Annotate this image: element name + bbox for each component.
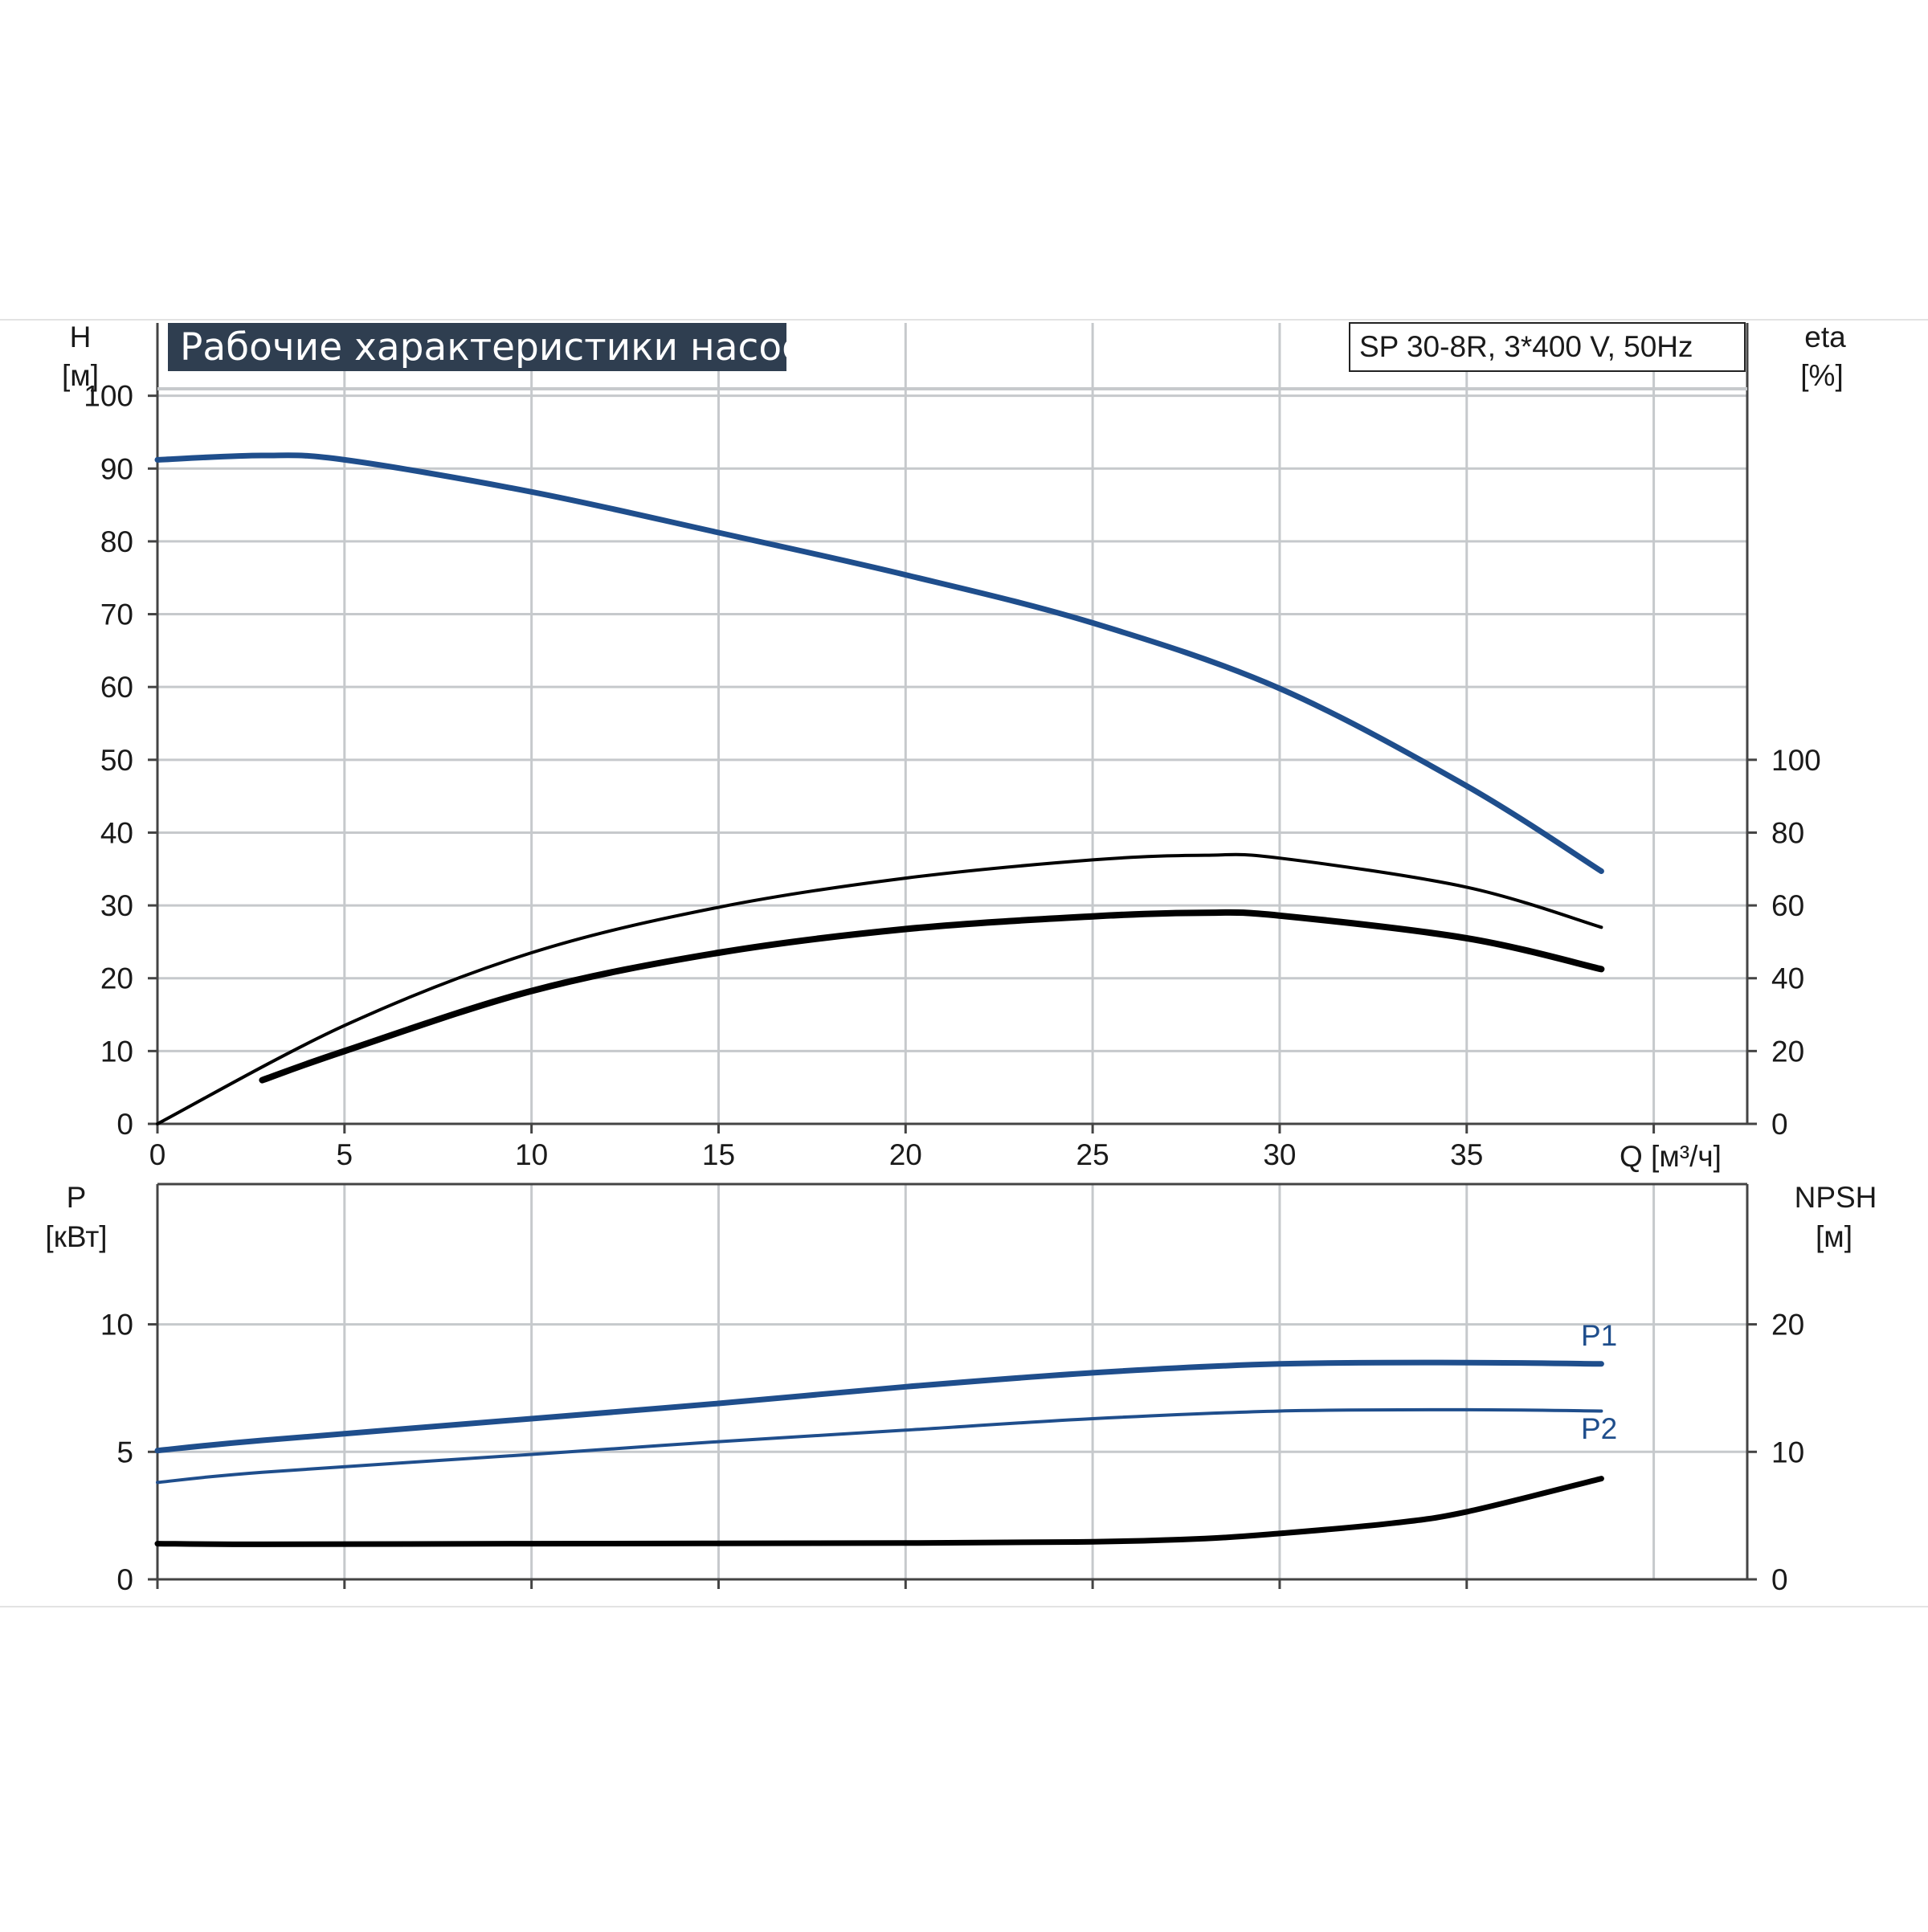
efficiency-axis-unit: [%] — [1800, 359, 1843, 392]
right-y-tick-label: 10 — [1771, 1436, 1804, 1468]
model-box — [1349, 322, 1746, 372]
x-tick-label: 15 — [702, 1138, 735, 1171]
left-y-tick-label: 60 — [100, 671, 133, 704]
left-y-tick-label: 90 — [100, 452, 133, 485]
head-curve — [154, 452, 1604, 874]
right-y-tick-label: 0 — [1771, 1108, 1788, 1141]
p1-curve-label: P1 — [1581, 1319, 1617, 1352]
left-y-tick-label: 100 — [84, 380, 133, 413]
right-y-tick-label: 20 — [1771, 1309, 1804, 1342]
power-p1-curve — [154, 1359, 1604, 1454]
model-label: SP 30-8R, 3*400 V, 50Hz — [1359, 330, 1693, 363]
head-axis-unit: [м] — [62, 359, 99, 392]
npsh-axis-unit: [м] — [1816, 1220, 1852, 1253]
left-y-tick-label: 0 — [116, 1563, 133, 1596]
right-y-tick-label: 20 — [1771, 1035, 1804, 1068]
x-tick-label: 20 — [889, 1138, 922, 1171]
left-y-tick-label: 30 — [100, 889, 133, 922]
right-y-tick-label: 0 — [1771, 1563, 1788, 1596]
left-y-tick-label: 5 — [116, 1436, 133, 1468]
title-background — [168, 323, 786, 371]
right-y-tick-label: 40 — [1771, 962, 1804, 995]
efficiency-thick-curve — [259, 909, 1605, 1084]
x-tick-label: 30 — [1263, 1138, 1296, 1171]
x-tick-label: 25 — [1076, 1138, 1109, 1171]
bottom-chart-grid — [157, 1184, 1747, 1579]
top-chart-grid — [157, 323, 1747, 1124]
right-y-tick-label: 80 — [1771, 816, 1804, 849]
power-axis-label: P — [67, 1181, 87, 1214]
x-tick-label: 35 — [1450, 1138, 1483, 1171]
left-y-tick-label: 10 — [100, 1035, 133, 1068]
x-tick-label: 0 — [149, 1138, 166, 1171]
left-y-tick-label: 20 — [100, 962, 133, 995]
x-tick-label: 10 — [515, 1138, 548, 1171]
power-axis-unit: [кВт] — [45, 1220, 107, 1253]
x-tick-label: 5 — [337, 1138, 353, 1171]
npsh-axis-label: NPSH — [1795, 1181, 1877, 1214]
right-y-tick-label: 100 — [1771, 744, 1821, 777]
left-y-tick-label: 40 — [100, 816, 133, 849]
flow-axis-label: Q [м³/ч] — [1620, 1140, 1722, 1173]
right-y-tick-label: 60 — [1771, 889, 1804, 922]
left-y-tick-label: 70 — [100, 598, 133, 631]
left-y-tick-label: 80 — [100, 525, 133, 558]
efficiency-thin-curve — [156, 852, 1603, 1125]
power-p2-curve — [156, 1407, 1603, 1485]
npsh-curve — [154, 1476, 1604, 1547]
p2-curve-label: P2 — [1581, 1412, 1617, 1445]
efficiency-axis-label: eta — [1804, 321, 1846, 353]
left-y-tick-label: 50 — [100, 744, 133, 777]
left-y-tick-label: 10 — [100, 1309, 133, 1342]
head-axis-label: H — [70, 321, 92, 353]
axis-tick-labels: 0 5 10 15 20 25 30 3501020304050607080901000204… — [84, 380, 1820, 1596]
chart-title: Рабочие характеристики насоса — [180, 325, 826, 370]
curves — [154, 452, 1605, 1547]
axis-ticks — [148, 394, 1757, 1589]
left-y-tick-label: 0 — [116, 1108, 133, 1141]
